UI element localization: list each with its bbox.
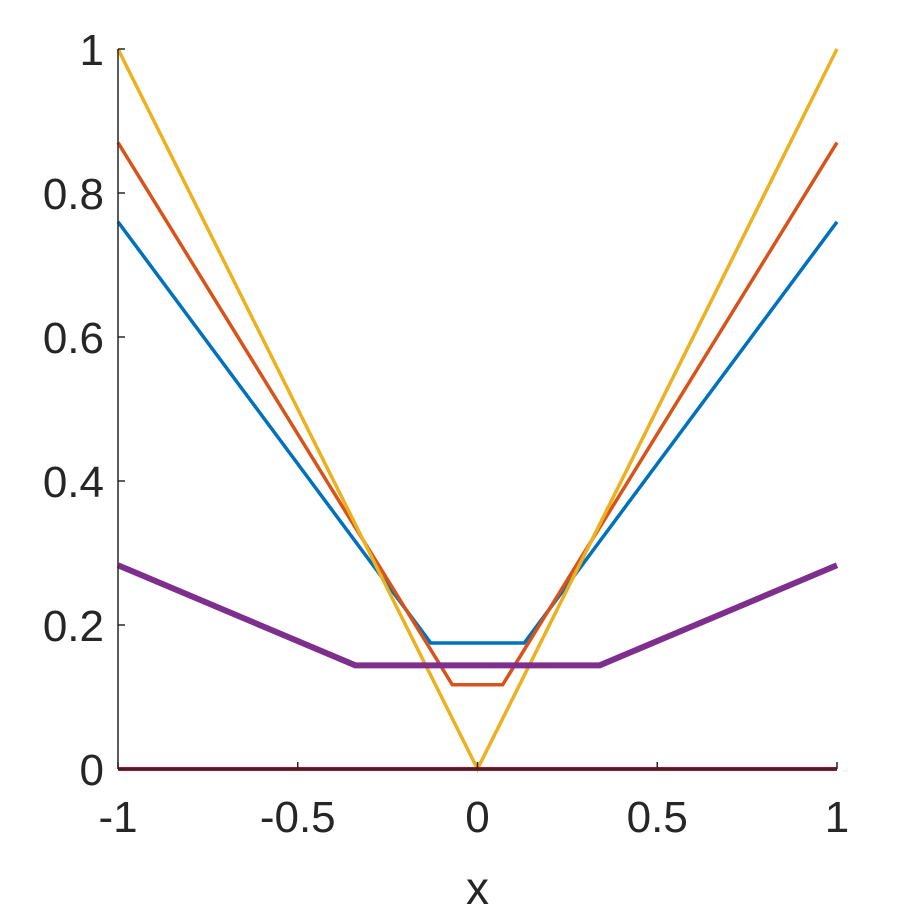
ticks-layer: -1 -0.5 0 0.5 1 0 0.2 0.4 0.6 0.8 1 (43, 26, 849, 842)
series-line-1 (116, 220, 839, 645)
y-tick-label: 0.2 (43, 602, 104, 651)
y-tick-label: 0 (80, 746, 104, 795)
x-tick-label: 0.5 (627, 793, 688, 842)
y-tick-label: 1 (80, 26, 104, 75)
series-line-3 (116, 48, 839, 773)
y-tick-label: 0.8 (43, 170, 104, 219)
y-tick-label: 0.4 (43, 458, 104, 507)
y-tick-label: 0.6 (43, 314, 104, 363)
series-line-2 (116, 141, 839, 687)
x-tick-label: 0 (465, 793, 489, 842)
x-tick-label: -0.5 (260, 793, 336, 842)
x-tick-label: 1 (825, 793, 849, 842)
series-line-4 (116, 562, 839, 669)
x-tick-label: -1 (98, 793, 137, 842)
series-layer (116, 48, 839, 773)
axes-layer (117, 49, 837, 770)
x-axis-title: x (466, 862, 489, 914)
